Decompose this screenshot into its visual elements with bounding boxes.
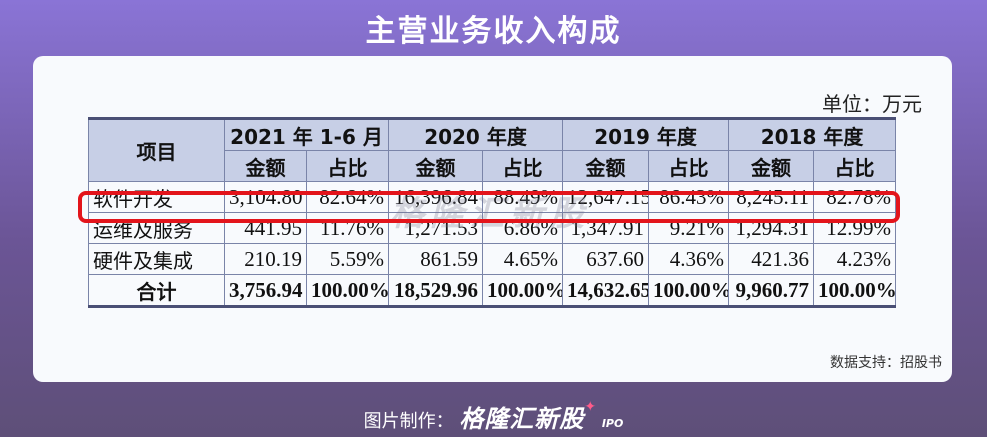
footer-ipo-tag: IPO <box>601 417 624 430</box>
cell: 3,104.80 <box>224 181 307 213</box>
spark-icon: ✦ <box>584 399 597 415</box>
header-row-metrics: 金额 占比 金额 占比 金额 占比 金额 占比 <box>89 150 897 182</box>
cell: 4.65% <box>481 243 564 275</box>
cell: 11.76% <box>306 212 389 244</box>
cell: 18,529.96 <box>388 274 483 308</box>
cell: 100.00% <box>481 274 564 308</box>
cell: 441.95 <box>224 212 307 244</box>
row-label: 软件开发 <box>88 181 225 213</box>
cell: 1,271.53 <box>388 212 483 244</box>
cell: 8,245.11 <box>728 181 815 213</box>
period-header: 2019 年度 <box>562 117 730 151</box>
row-label: 硬件及集成 <box>88 243 225 275</box>
revenue-table: 项目 2021 年 1-6 月 2020 年度 2019 年度 2018 年度 … <box>88 117 897 308</box>
share-header: 占比 <box>306 150 389 182</box>
period-header: 2018 年度 <box>728 117 897 151</box>
cell: 82.78% <box>813 181 897 213</box>
share-header: 占比 <box>813 150 897 182</box>
cell: 100.00% <box>648 274 730 308</box>
cell: 88.49% <box>481 181 564 213</box>
table-row: 运维及服务 441.95 11.76% 1,271.53 6.86% 1,347… <box>88 212 897 244</box>
row-label: 运维及服务 <box>88 212 225 244</box>
cell: 9.21% <box>648 212 730 244</box>
total-label: 合计 <box>88 274 225 308</box>
cell: 1,347.91 <box>562 212 650 244</box>
cell: 12.99% <box>813 212 897 244</box>
cell: 82.64% <box>306 181 389 213</box>
period-header: 2021 年 1-6 月 <box>224 117 389 151</box>
source-note: 数据支持：招股书 <box>830 355 942 371</box>
cell: 637.60 <box>562 243 650 275</box>
cell: 4.36% <box>648 243 730 275</box>
amount-header: 金额 <box>728 150 815 182</box>
period-header: 2020 年度 <box>387 117 564 151</box>
share-header: 占比 <box>481 150 564 182</box>
unit-label: 单位：万元 <box>822 92 922 116</box>
table-row: 硬件及集成 210.19 5.59% 861.59 4.65% 637.60 4… <box>88 243 897 275</box>
cell: 1,294.31 <box>728 212 815 244</box>
cell: 861.59 <box>388 243 483 275</box>
page-title: 主营业务收入构成 <box>365 14 622 49</box>
table-row: 软件开发 3,104.80 82.64% 16,396.84 88.49% 12… <box>88 181 897 213</box>
cell: 100.00% <box>306 274 389 308</box>
cell: 210.19 <box>224 243 307 275</box>
cell: 5.59% <box>306 243 389 275</box>
cell: 12,647.15 <box>562 181 650 213</box>
footer-prefix: 图片制作： <box>363 411 454 432</box>
total-row: 合计 3,756.94 100.00% 18,529.96 100.00% 14… <box>88 274 897 308</box>
header-row-periods: 项目 2021 年 1-6 月 2020 年度 2019 年度 2018 年度 <box>88 117 897 182</box>
cell: 14,632.65 <box>562 274 650 308</box>
share-header: 占比 <box>648 150 730 182</box>
amount-header: 金额 <box>562 150 650 182</box>
cell: 3,756.94 <box>224 274 307 308</box>
amount-header: 金额 <box>224 150 307 182</box>
footer-credit: 图片制作： 格隆汇新股✦ IPO <box>0 399 987 434</box>
footer-brand-logo: 格隆汇新股 <box>459 405 585 433</box>
amount-header: 金额 <box>388 150 483 182</box>
cell: 100.00% <box>813 274 897 308</box>
cell: 86.43% <box>648 181 730 213</box>
row-header-item: 项目 <box>88 117 225 182</box>
cell: 9,960.77 <box>728 274 815 308</box>
cell: 16,396.84 <box>388 181 483 213</box>
cell: 6.86% <box>481 212 564 244</box>
cell: 421.36 <box>728 243 815 275</box>
cell: 4.23% <box>813 243 897 275</box>
